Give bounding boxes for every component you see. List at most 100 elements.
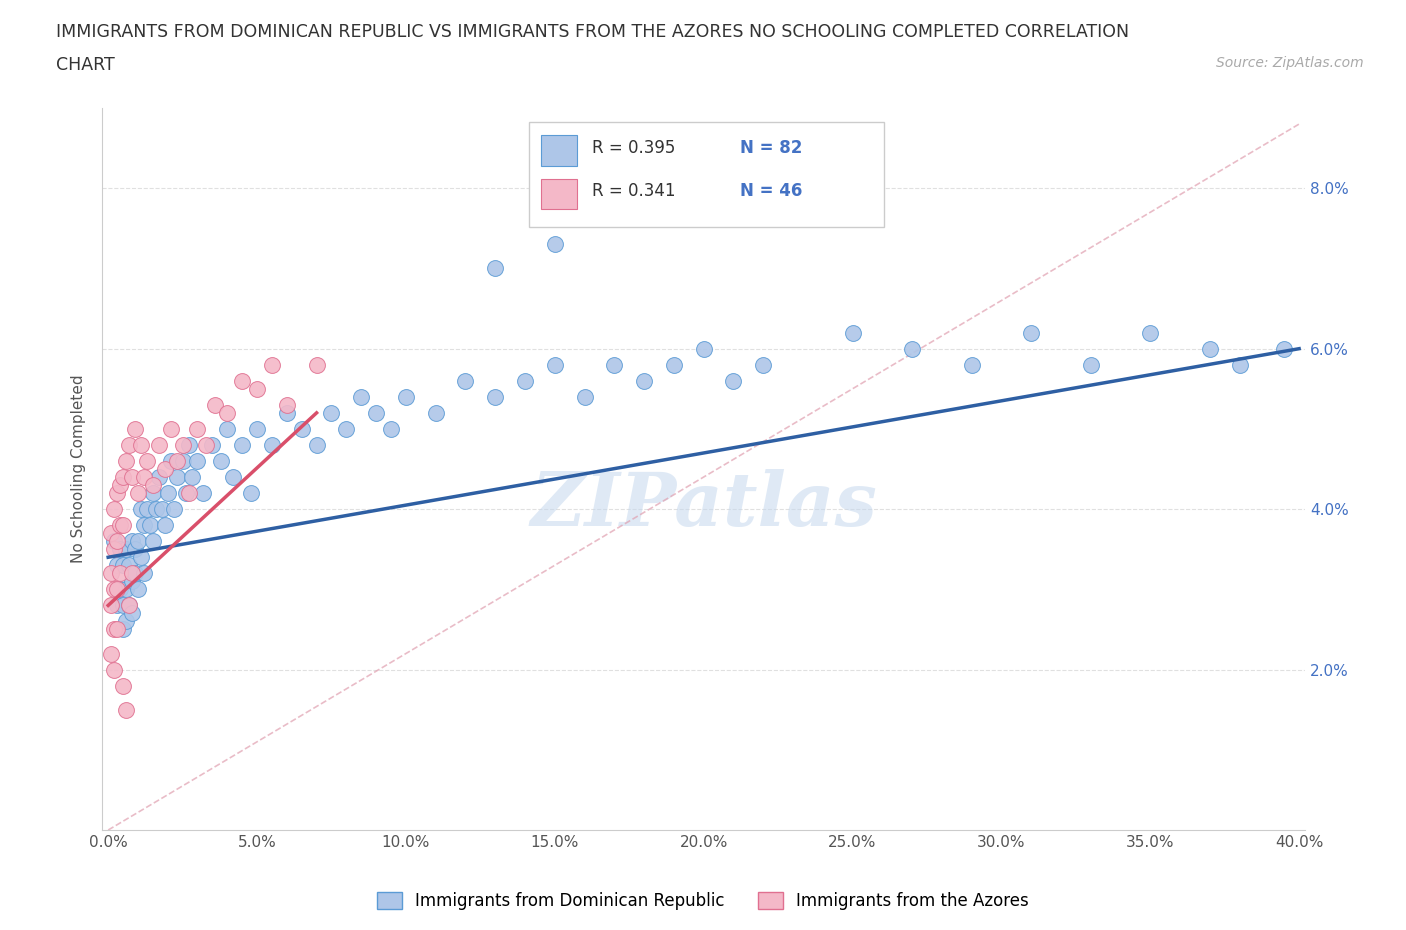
Point [132,565,155,580]
Point [118,598,141,613]
Point [105,598,128,613]
Point [142,534,165,549]
Point [105,485,128,500]
Point [118,437,141,452]
Text: ZIPatlas: ZIPatlas [530,469,877,541]
Point [752,357,775,372]
Point [217,405,239,420]
Point [186,454,208,469]
Point [135,501,157,516]
Point [204,397,226,412]
Point [276,405,298,420]
Point [222,470,245,485]
Point [1272,341,1295,356]
Point [103,542,125,557]
Point [112,518,135,533]
Point [108,565,131,580]
Point [105,534,128,549]
Point [112,598,135,613]
Point [108,582,131,597]
Point [177,485,200,500]
Point [103,662,125,677]
Text: N = 46: N = 46 [740,182,801,200]
Point [139,518,162,533]
Point [150,501,173,516]
Point [960,357,983,372]
Point [108,518,131,533]
Point [100,646,122,661]
Point [1198,341,1220,356]
Point [513,373,536,388]
Point [305,357,328,372]
Point [112,622,135,637]
Point [115,702,138,717]
Point [1019,326,1042,340]
Point [103,501,125,516]
Point [841,326,863,340]
Point [135,454,157,469]
Point [121,565,143,580]
Point [217,421,239,436]
Point [291,421,314,436]
FancyBboxPatch shape [529,123,884,227]
Point [124,565,146,580]
Point [425,405,447,420]
Point [544,237,567,252]
Point [246,381,269,396]
Point [108,478,131,493]
Point [112,470,135,485]
Point [124,542,146,557]
Text: CHART: CHART [56,56,115,73]
Point [153,518,176,533]
Point [260,357,283,372]
Point [240,485,263,500]
Point [246,421,269,436]
Point [156,485,179,500]
Point [276,397,298,412]
Point [231,437,253,452]
Point [115,582,138,597]
Point [335,421,357,436]
Point [901,341,924,356]
Point [366,405,388,420]
Point [201,437,224,452]
Point [145,501,167,516]
FancyBboxPatch shape [541,179,578,209]
Point [159,454,181,469]
Point [124,421,146,436]
Point [127,485,149,500]
Point [166,470,188,485]
Point [118,558,141,573]
Legend: Immigrants from Dominican Republic, Immigrants from the Azores: Immigrants from Dominican Republic, Immi… [370,885,1036,917]
Point [174,485,197,500]
Point [105,582,128,597]
Point [100,598,122,613]
Point [1229,357,1251,372]
Point [662,357,685,372]
Point [112,558,135,573]
Point [163,501,186,516]
Point [100,565,122,580]
Point [121,534,143,549]
FancyBboxPatch shape [541,136,578,166]
Point [723,373,745,388]
Point [1080,357,1102,372]
Point [603,357,626,372]
Point [153,461,176,476]
Point [121,606,143,621]
Y-axis label: No Schooling Completed: No Schooling Completed [72,375,86,564]
Point [103,622,125,637]
Point [142,485,165,500]
Point [148,437,170,452]
Point [193,485,215,500]
Text: Source: ZipAtlas.com: Source: ZipAtlas.com [1216,56,1364,70]
Text: IMMIGRANTS FROM DOMINICAN REPUBLIC VS IMMIGRANTS FROM THE AZORES NO SCHOOLING CO: IMMIGRANTS FROM DOMINICAN REPUBLIC VS IM… [56,23,1129,41]
Point [172,437,194,452]
Point [103,534,125,549]
Point [100,525,122,540]
Point [115,614,138,629]
Point [103,582,125,597]
Point [574,390,596,405]
Point [142,478,165,493]
Point [186,421,208,436]
